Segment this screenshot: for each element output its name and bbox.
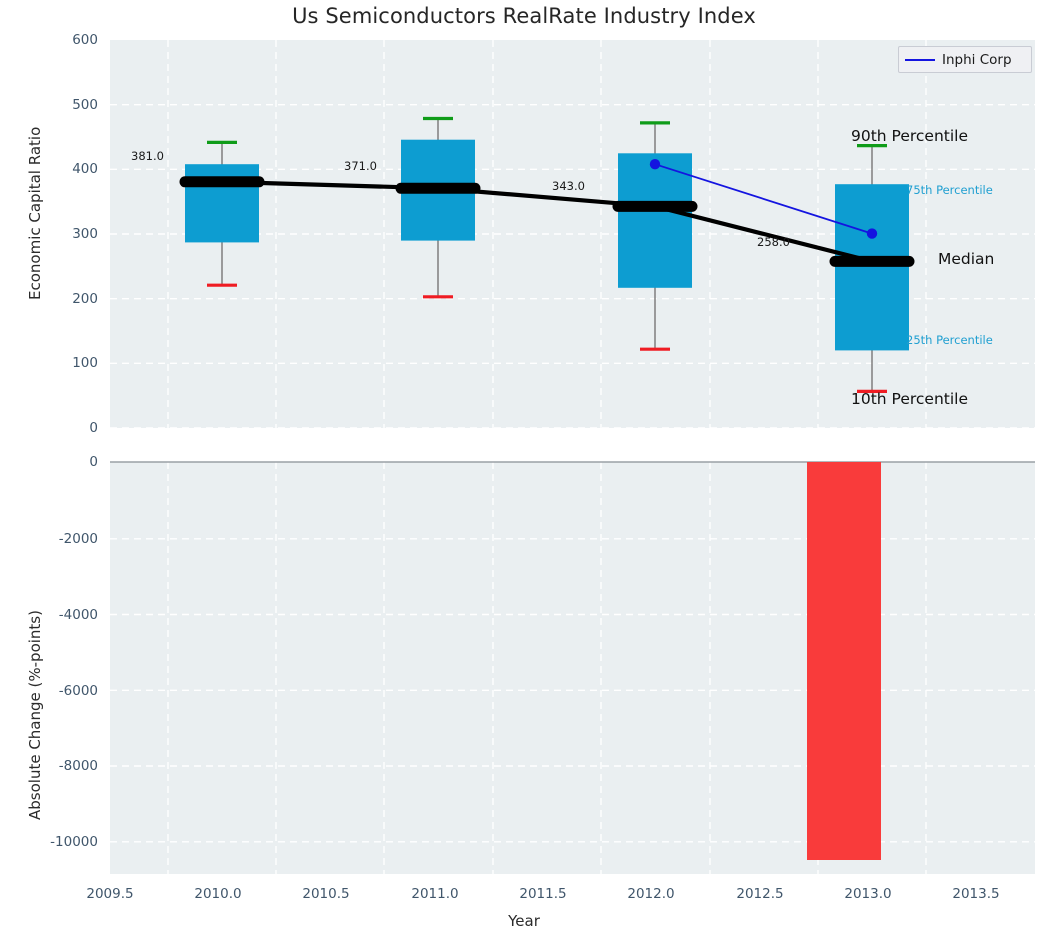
legend-line-swatch-inphi-corp	[905, 58, 935, 61]
ytick-bot-6000: -6000	[58, 683, 98, 699]
xtick-2011-5: 2011.5	[519, 886, 567, 902]
chart-title: Us Semiconductors RealRate Industry Inde…	[292, 4, 756, 28]
ytick-top-500: 500	[72, 97, 98, 113]
bottom-plot-area	[110, 462, 1035, 874]
ytick-top-400: 400	[72, 161, 98, 177]
xtick-2013-0: 2013.0	[844, 886, 892, 902]
y-axis-label-bottom: Absolute Change (%-points)	[26, 610, 44, 820]
ytick-top-0: 0	[89, 420, 98, 436]
annotation-median: Median	[938, 250, 995, 268]
ytick-top-200: 200	[72, 291, 98, 307]
xtick-2013-5: 2013.5	[952, 886, 1000, 902]
annotation-25th-percentile: 25th Percentile	[906, 333, 993, 347]
median-label-2012: 343.0	[552, 179, 585, 193]
ytick-bot-4000: -4000	[58, 607, 98, 623]
annotation-10th-percentile: 10th Percentile	[851, 390, 969, 408]
xtick-2009-5: 2009.5	[86, 886, 134, 902]
legend-label-inphi-corp: Inphi Corp	[942, 51, 1012, 68]
xtick-2010-5: 2010.5	[302, 886, 350, 902]
x-axis-label: Year	[508, 912, 540, 930]
ytick-bot-2000: -2000	[58, 531, 98, 547]
ytick-bot-10000: -10000	[50, 834, 98, 850]
y-axis-label-top: Economic Capital Ratio	[26, 126, 44, 300]
xtick-2011-0: 2011.0	[411, 886, 459, 902]
ytick-top-600: 600	[72, 32, 98, 48]
annotation-90th-percentile: 90th Percentile	[851, 127, 969, 145]
ytick-top-300: 300	[72, 226, 98, 242]
median-label-2010: 381.0	[131, 149, 164, 163]
median-label-2011: 371.0	[344, 159, 377, 173]
chart-legend[interactable]: Inphi Corp	[898, 46, 1032, 73]
xtick-2012-0: 2012.0	[627, 886, 675, 902]
annotation-75th-percentile: 75th Percentile	[906, 183, 993, 197]
ytick-bot-8000: -8000	[58, 758, 98, 774]
ytick-top-100: 100	[72, 355, 98, 371]
xtick-2012-5: 2012.5	[736, 886, 784, 902]
top-plot-area	[110, 40, 1035, 428]
median-label-2013: 258.0	[757, 235, 790, 249]
xtick-2010-0: 2010.0	[194, 886, 242, 902]
ytick-bot-0: 0	[89, 454, 98, 470]
